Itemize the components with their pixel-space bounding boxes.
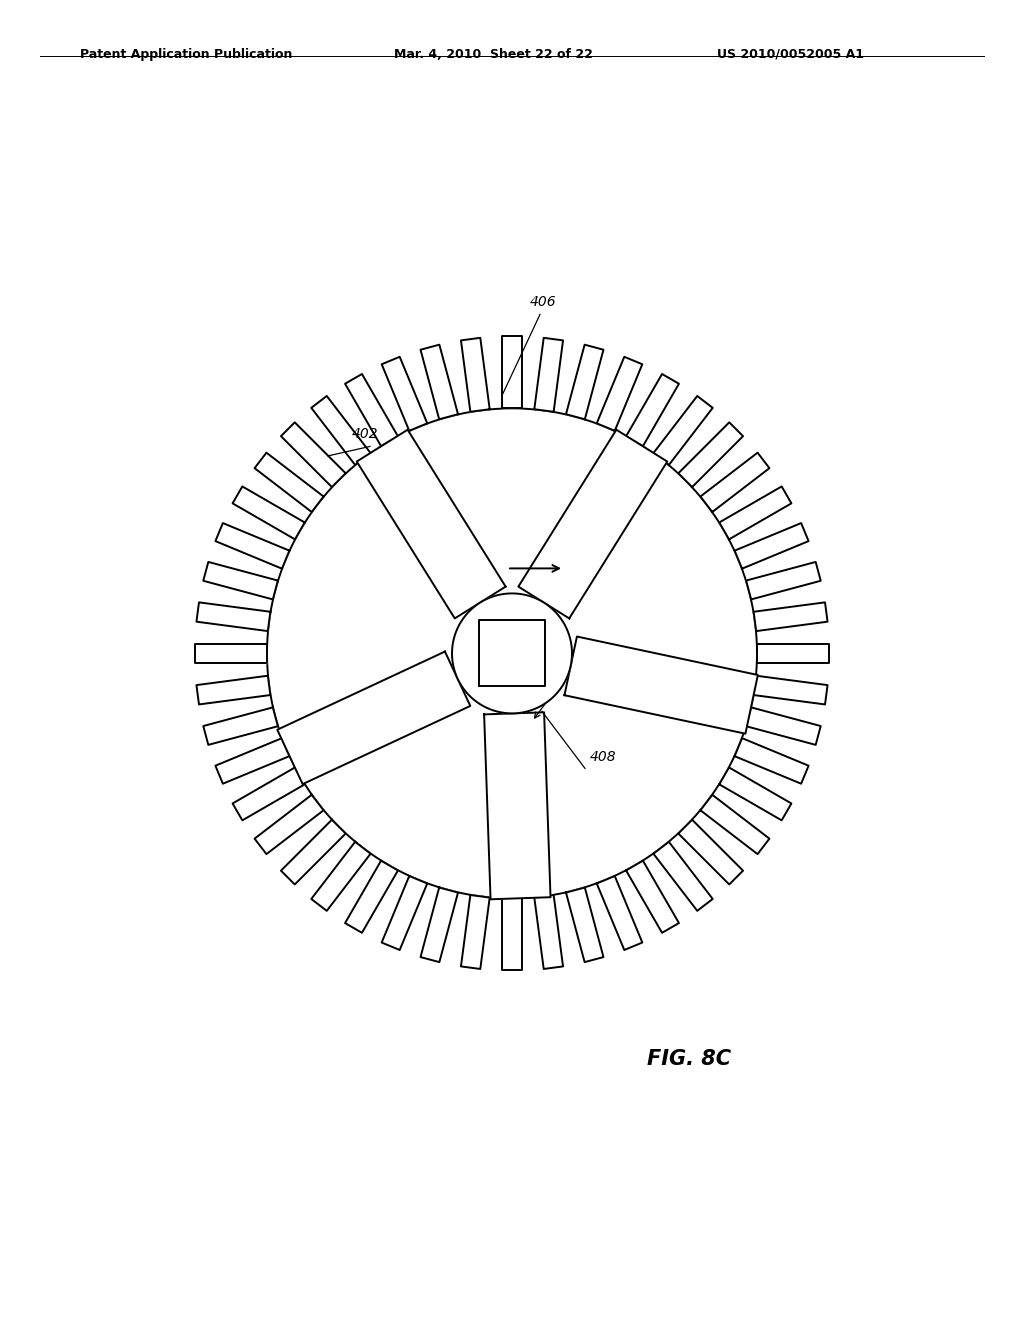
Polygon shape: [421, 887, 458, 962]
Polygon shape: [255, 795, 324, 854]
Polygon shape: [518, 430, 668, 618]
Polygon shape: [278, 652, 470, 784]
Polygon shape: [215, 523, 290, 569]
Polygon shape: [197, 602, 270, 631]
Polygon shape: [195, 644, 267, 663]
Polygon shape: [281, 422, 346, 487]
Polygon shape: [345, 374, 398, 446]
Polygon shape: [232, 767, 305, 820]
Polygon shape: [452, 594, 572, 713]
Polygon shape: [719, 487, 792, 540]
Polygon shape: [311, 396, 371, 465]
Polygon shape: [255, 453, 324, 512]
Polygon shape: [281, 820, 346, 884]
Polygon shape: [535, 895, 563, 969]
Polygon shape: [754, 602, 827, 631]
Polygon shape: [311, 842, 371, 911]
Polygon shape: [484, 713, 551, 899]
Polygon shape: [734, 738, 809, 784]
Polygon shape: [653, 842, 713, 911]
Polygon shape: [746, 562, 820, 599]
Polygon shape: [461, 895, 489, 969]
Polygon shape: [479, 620, 545, 686]
Polygon shape: [382, 876, 427, 950]
Polygon shape: [204, 708, 278, 744]
Polygon shape: [754, 676, 827, 705]
Polygon shape: [382, 356, 427, 430]
Text: 406: 406: [530, 296, 557, 309]
Polygon shape: [757, 644, 829, 663]
Polygon shape: [597, 356, 642, 430]
Text: FIG. 8C: FIG. 8C: [647, 1049, 731, 1069]
Polygon shape: [502, 337, 522, 408]
Polygon shape: [653, 396, 713, 465]
Polygon shape: [197, 676, 270, 705]
Polygon shape: [356, 430, 506, 618]
Polygon shape: [345, 861, 398, 933]
Polygon shape: [626, 374, 679, 446]
Text: US 2010/0052005 A1: US 2010/0052005 A1: [717, 48, 864, 61]
Polygon shape: [566, 887, 603, 962]
Polygon shape: [700, 453, 769, 512]
Polygon shape: [204, 562, 278, 599]
Text: Patent Application Publication: Patent Application Publication: [80, 48, 292, 61]
Polygon shape: [461, 338, 489, 412]
Polygon shape: [232, 487, 305, 540]
Polygon shape: [215, 738, 290, 784]
Polygon shape: [746, 708, 820, 744]
Polygon shape: [626, 861, 679, 933]
Polygon shape: [719, 767, 792, 820]
Polygon shape: [597, 876, 642, 950]
Polygon shape: [267, 408, 757, 899]
Polygon shape: [502, 899, 522, 970]
Text: Mar. 4, 2010  Sheet 22 of 22: Mar. 4, 2010 Sheet 22 of 22: [394, 48, 593, 61]
Polygon shape: [421, 345, 458, 420]
Polygon shape: [700, 795, 769, 854]
Polygon shape: [678, 422, 743, 487]
Polygon shape: [566, 345, 603, 420]
Polygon shape: [678, 820, 743, 884]
Polygon shape: [564, 636, 758, 734]
Text: 402: 402: [352, 428, 379, 441]
Polygon shape: [535, 338, 563, 412]
Text: 408: 408: [590, 750, 616, 764]
Polygon shape: [734, 523, 809, 569]
